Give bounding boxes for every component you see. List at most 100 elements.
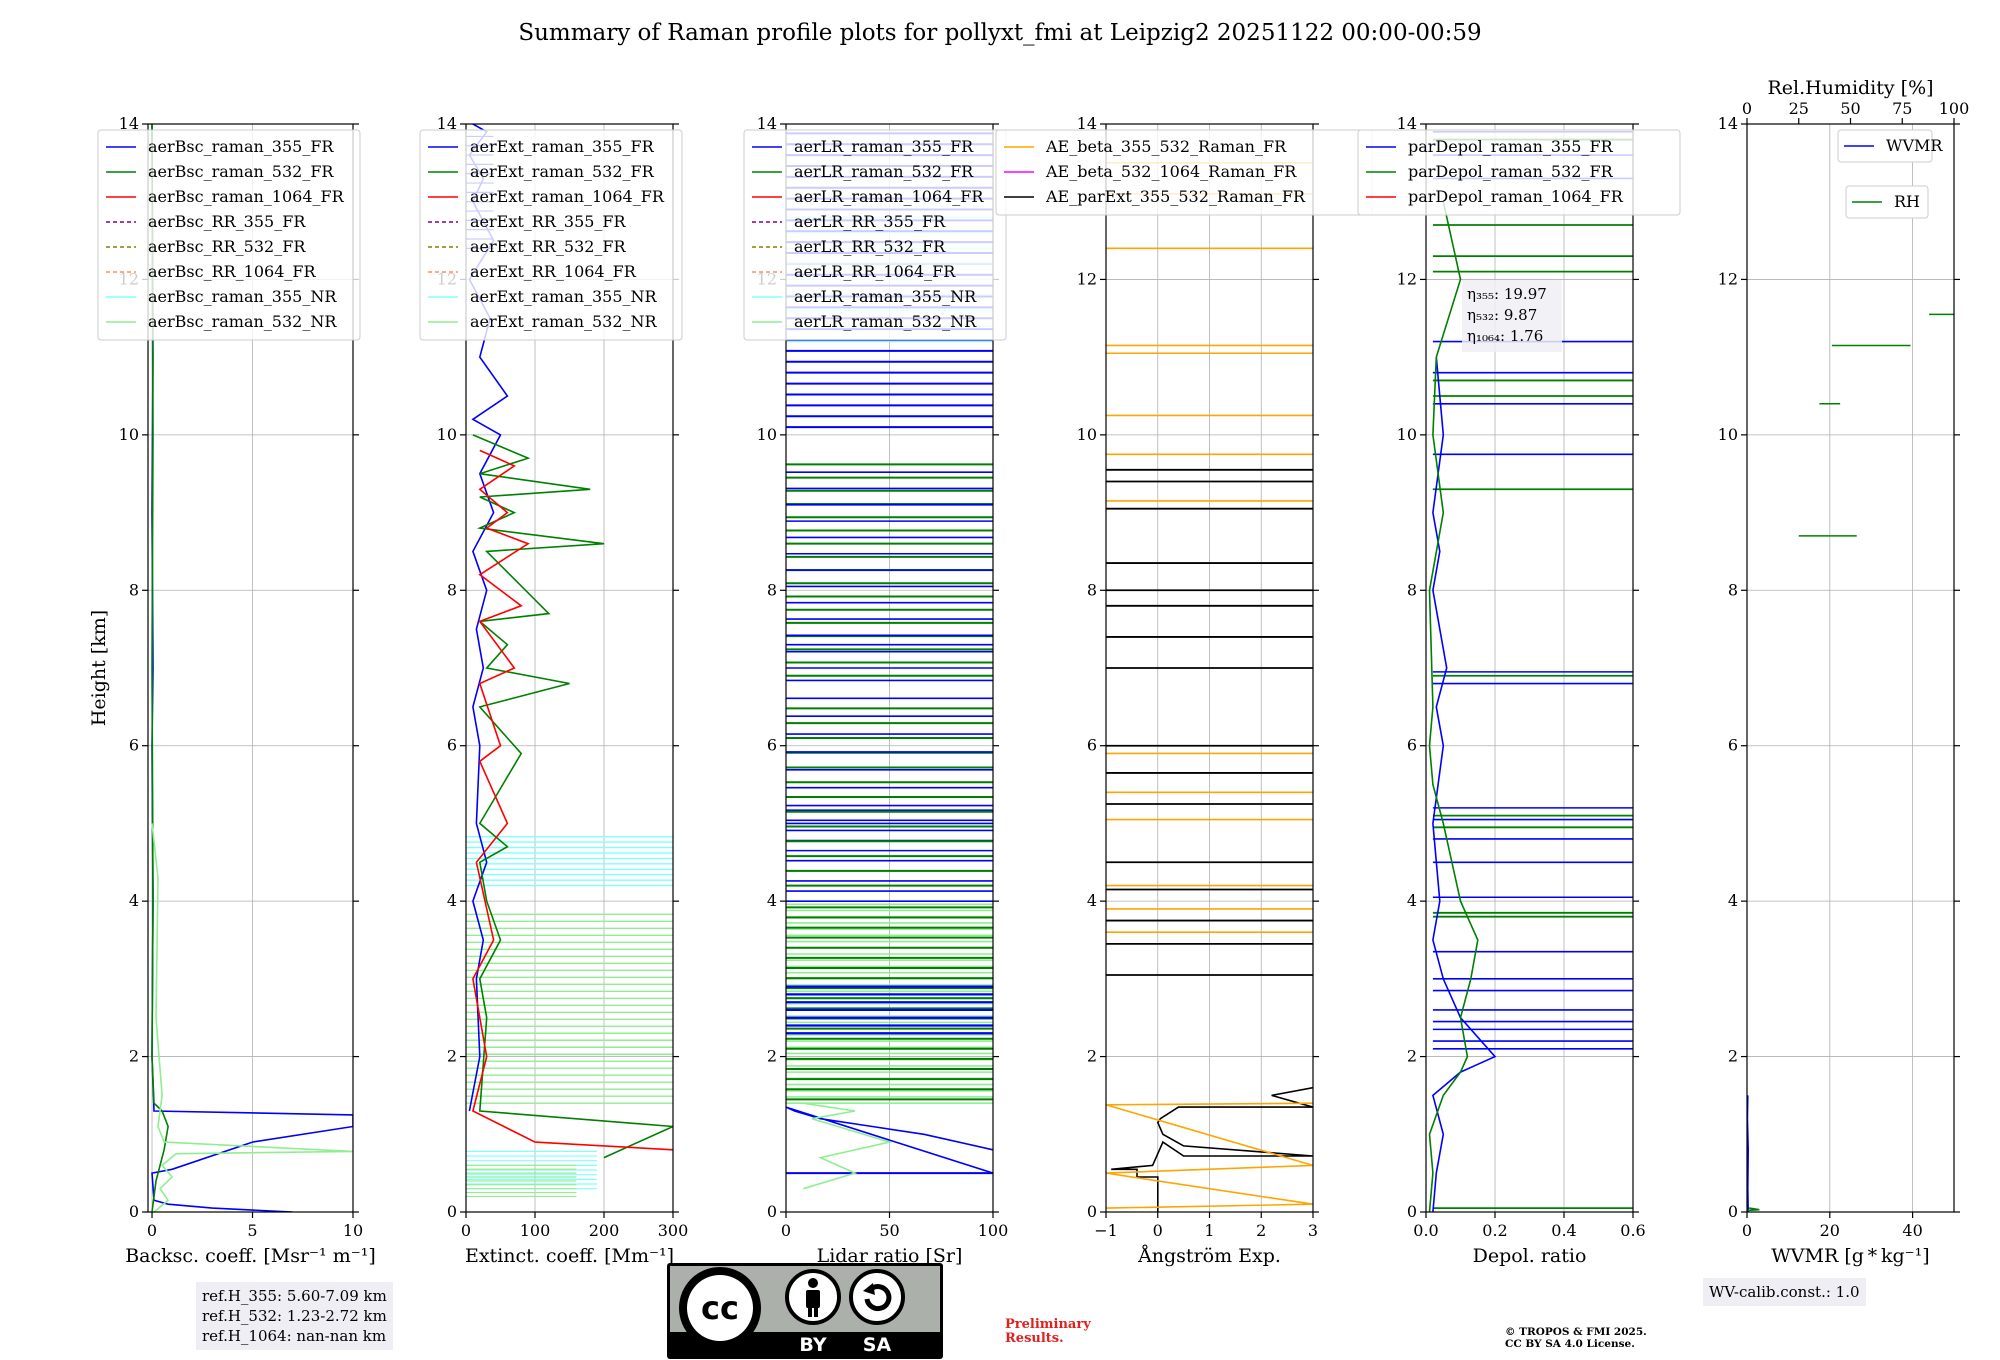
x-tick-label: 0 (461, 1221, 471, 1240)
series-line (151, 124, 169, 1212)
legend-box-rh (1845, 185, 1929, 219)
legend-label: aerExt_RR_532_FR (470, 237, 627, 256)
cc-text: cc (701, 1289, 739, 1327)
y-tick-label: 12 (1397, 269, 1417, 288)
x-tick-label: 0.2 (1482, 1221, 1507, 1240)
legend-label: aerLR_raman_532_NR (794, 312, 977, 331)
series-line (786, 1106, 993, 1174)
copyright-line-1: © TROPOS & FMI 2025. (1505, 1326, 1647, 1338)
y-tick-label: 0 (1407, 1202, 1417, 1221)
x-tick-label: 20 (1820, 1221, 1840, 1240)
y-tick-label: 10 (1718, 425, 1738, 444)
legend-label: aerBsc_raman_1064_FR (148, 187, 345, 206)
x-tick-label: 0.4 (1551, 1221, 1576, 1240)
y-tick-label: 8 (1407, 580, 1417, 599)
y-tick-label: 10 (1397, 425, 1417, 444)
plot-frame (147, 123, 354, 1213)
y-tick-label: 8 (767, 580, 777, 599)
legend-label: AE_beta_532_1064_Raman_FR (1045, 162, 1297, 181)
legend: AE_beta_355_532_Raman_FR AE_beta_532_1064… (995, 129, 1373, 216)
legend-label: aerBsc_raman_532_NR (148, 312, 337, 331)
legend-label: aerExt_raman_532_FR (470, 162, 655, 181)
y-tick-label: 8 (447, 580, 457, 599)
legend: parDepol_raman_355_FR parDepol_raman_532_… (1357, 129, 1681, 216)
series-line (1111, 1086, 1313, 1212)
x-tick-label: 3 (1308, 1221, 1318, 1240)
plot-frame (465, 123, 674, 1213)
x-tick-label: 1 (1204, 1221, 1214, 1240)
y-tick-label: 6 (1728, 736, 1738, 755)
preliminary-line-2: Results. (1005, 1331, 1064, 1346)
x-tick-label: 5 (247, 1221, 257, 1240)
top-x-axis-label: Rel.Humidity [%] (1767, 77, 1933, 99)
legend: aerExt_raman_355_FR aerExt_raman_532_FRae… (419, 129, 683, 341)
legend-box (97, 129, 361, 341)
legend-label: aerExt_RR_355_FR (470, 212, 627, 231)
plot-frame (785, 123, 994, 1213)
x-tick-label: 200 (589, 1221, 620, 1240)
y-tick-label: 14 (1077, 114, 1097, 133)
eta-355: η₃₅₅: 19.97 (1467, 285, 1547, 303)
legend-box (1357, 129, 1681, 216)
copyright-note: © TROPOS & FMI 2025. CC BY SA 4.0 Licens… (1505, 1326, 1647, 1350)
legend-label: aerExt_raman_355_NR (470, 287, 658, 306)
top-x-tick-label: 25 (1789, 99, 1809, 118)
plot-data (1747, 313, 1954, 1212)
x-tick-label: 100 (978, 1221, 1009, 1240)
series-line (1747, 1207, 1760, 1212)
x-tick-label: 300 (658, 1221, 689, 1240)
y-tick-label: 8 (1087, 580, 1097, 599)
legend-label: parDepol_raman_1064_FR (1408, 187, 1624, 206)
ref-h-1064: ref.H_1064: nan-nan km (202, 1327, 387, 1345)
y-tick-label: 8 (129, 580, 139, 599)
cc-license-badge: cc BY SA (667, 1263, 943, 1359)
x-tick-label: 0 (781, 1221, 791, 1240)
panel-2: 024681012140100200300Extinct. coeff. [Mm… (419, 114, 689, 1267)
y-tick-label: 14 (757, 114, 777, 133)
y-tick-label: 2 (447, 1047, 457, 1066)
panel-5: 0 2 4 6 8 10 12 14 0.0 0.2 0.4 0.6 Depol. ratio parDe… (1357, 114, 1681, 1267)
x-tick-label: −1 (1094, 1221, 1118, 1240)
legend-label: aerExt_raman_532_NR (470, 312, 658, 331)
y-tick-label: 6 (1407, 736, 1417, 755)
x-tick-label: 0.0 (1413, 1221, 1438, 1240)
y-tick-label: 2 (1407, 1047, 1417, 1066)
legend-label: aerBsc_RR_1064_FR (148, 262, 317, 281)
x-tick-label: 2 (1256, 1221, 1266, 1240)
legend-label: parDepol_raman_532_FR (1408, 162, 1614, 181)
series-line (151, 823, 353, 1212)
plot-frame (1105, 123, 1314, 1213)
ref-height-box: ref.H_355: 5.60-7.09 km ref.H_532: 1.23-… (196, 1282, 393, 1350)
y-tick-label: 4 (767, 891, 777, 910)
legend: aerBsc_raman_355_FR aerBsc_raman_532_FRae… (97, 129, 361, 341)
x-tick-label: 0 (1742, 1221, 1752, 1240)
wv-calib-box: WV-calib.const.: 1.0 (1703, 1278, 1866, 1306)
legend-label: aerBsc_raman_532_FR (148, 162, 334, 181)
y-tick-label: 6 (129, 736, 139, 755)
eta-532: η₅₃₂: 9.87 (1467, 306, 1537, 324)
y-tick-label: 10 (437, 425, 457, 444)
y-tick-label: 0 (767, 1202, 777, 1221)
legend: WVMR RH (1837, 129, 1943, 219)
series-line (803, 1102, 893, 1190)
ref-h-355: ref.H_355: 5.60-7.09 km (202, 1287, 387, 1305)
x-tick-label: 0.6 (1620, 1221, 1645, 1240)
x-axis-label: WVMR [g * kg⁻¹] (1771, 1245, 1929, 1267)
top-x-tick-label: 0 (1742, 99, 1752, 118)
share-alike-icon (849, 1269, 905, 1325)
y-tick-label: 14 (437, 114, 457, 133)
sa-label: SA (863, 1334, 892, 1356)
legend-label: aerBsc_RR_532_FR (148, 237, 306, 256)
panel-1: 024681012140510Backsc. coeff. [Msr⁻¹ m⁻¹… (97, 114, 376, 1267)
legend-label: aerLR_RR_1064_FR (794, 262, 956, 281)
series-line (472, 434, 673, 1159)
y-tick-label: 0 (1728, 1202, 1738, 1221)
top-x-tick-label: 100 (1939, 99, 1970, 118)
plot-frame (1425, 123, 1634, 1213)
attribution-icon (785, 1269, 841, 1325)
y-tick-label: 12 (1718, 269, 1738, 288)
eta-annotation: η₃₅₅: 19.97 η₅₃₂: 9.87 η₁₀₆₄: 1.76 (1462, 280, 1562, 352)
plot-frame (1746, 123, 1955, 1213)
by-label: BY (799, 1334, 826, 1356)
